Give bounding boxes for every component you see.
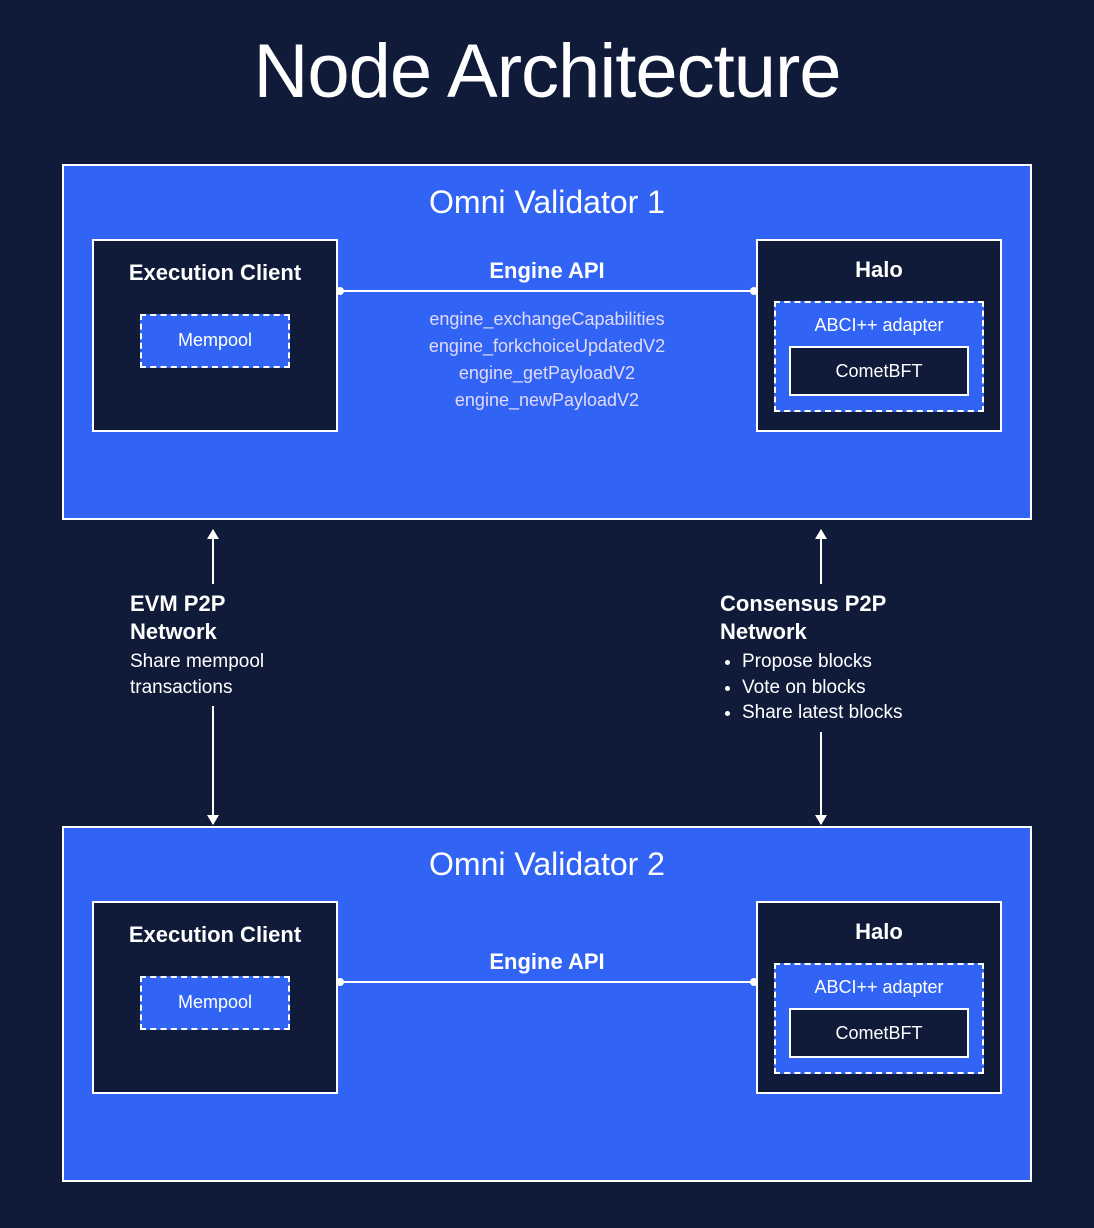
- cometbft-box: CometBFT: [789, 1008, 969, 1058]
- arrow-head-up-icon: [207, 529, 219, 539]
- execution-client-title-text: Execution Client: [129, 922, 301, 947]
- halo-title: Halo: [855, 257, 903, 283]
- abci-adapter-label: ABCI++ adapter: [814, 315, 943, 336]
- abci-adapter-box: ABCI++ adapter CometBFT: [774, 301, 984, 412]
- mempool-label: Mempool: [178, 992, 252, 1013]
- engine-api-label: Engine API: [489, 949, 604, 975]
- api-call: engine_exchangeCapabilities: [429, 306, 665, 333]
- execution-client-title-text: Execution Client: [129, 260, 301, 285]
- arrow-head-down-icon: [207, 815, 219, 825]
- validator-1-panel: Omni Validator 1 Execution Client Mempoo…: [62, 164, 1032, 520]
- consensus-item: Share latest blocks: [742, 700, 903, 726]
- evm-title-line1: EVM P2P: [130, 591, 225, 616]
- cometbft-box: CometBFT: [789, 346, 969, 396]
- validator-1-title: Omni Validator 1: [64, 184, 1030, 221]
- api-call: engine_forkchoiceUpdatedV2: [429, 333, 665, 360]
- consensus-network-label: Consensus P2P Network Propose blocks Vot…: [720, 584, 903, 732]
- engine-api-label: Engine API: [489, 258, 604, 284]
- halo-box: Halo ABCI++ adapter CometBFT: [756, 901, 1002, 1094]
- execution-client-box: Execution Client Mempool: [92, 901, 338, 1094]
- api-call: engine_newPayloadV2: [429, 387, 665, 414]
- api-call: engine_getPayloadV2: [429, 360, 665, 387]
- mempool-box: Mempool: [140, 976, 290, 1030]
- execution-client-title: Execution Client: [129, 259, 301, 288]
- evm-sub-line2: transactions: [130, 677, 232, 698]
- evm-title-line2: Network: [130, 619, 217, 644]
- halo-title: Halo: [855, 919, 903, 945]
- engine-api-calls: engine_exchangeCapabilities engine_forkc…: [429, 306, 665, 414]
- mempool-box: Mempool: [140, 314, 290, 368]
- consensus-title-line1: Consensus P2P: [720, 591, 886, 616]
- validator-2-panel: Omni Validator 2 Execution Client Mempoo…: [62, 826, 1032, 1182]
- abci-adapter-box: ABCI++ adapter CometBFT: [774, 963, 984, 1074]
- consensus-title-line2: Network: [720, 619, 807, 644]
- consensus-item: Propose blocks: [742, 649, 903, 675]
- consensus-item: Vote on blocks: [742, 675, 903, 701]
- mempool-label: Mempool: [178, 330, 252, 351]
- page-title: Node Architecture: [0, 0, 1094, 115]
- arrow-head-down-icon: [815, 815, 827, 825]
- engine-api-section: Engine API engine_exchangeCapabilities e…: [338, 239, 756, 432]
- execution-client-box: Execution Client Mempool: [92, 239, 338, 432]
- execution-client-title: Execution Client: [129, 921, 301, 950]
- cometbft-label: CometBFT: [835, 1023, 922, 1044]
- engine-api-connector: [338, 290, 756, 292]
- evm-network-label: EVM P2P Network Share mempool transactio…: [130, 584, 264, 706]
- halo-box: Halo ABCI++ adapter CometBFT: [756, 239, 1002, 432]
- arrow-head-up-icon: [815, 529, 827, 539]
- validator-2-title: Omni Validator 2: [64, 846, 1030, 883]
- abci-adapter-label: ABCI++ adapter: [814, 977, 943, 998]
- cometbft-label: CometBFT: [835, 361, 922, 382]
- engine-api-section: Engine API: [338, 901, 756, 1094]
- engine-api-connector: [338, 981, 756, 983]
- evm-sub-line1: Share mempool: [130, 651, 264, 672]
